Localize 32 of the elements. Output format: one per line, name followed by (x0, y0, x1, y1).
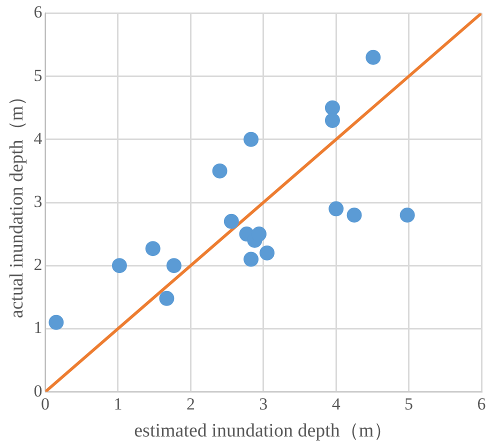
y-tick-label: 3 (34, 192, 42, 211)
x-tick-label: 4 (332, 394, 341, 414)
point (324, 100, 340, 116)
x-tick-label: 2 (186, 394, 195, 414)
x-tick-label: 5 (404, 394, 414, 414)
point (212, 163, 228, 178)
y-tick-label: 6 (34, 2, 42, 22)
point (260, 245, 275, 260)
point (366, 50, 381, 65)
point (328, 201, 344, 216)
y-tick-label: 5 (34, 66, 42, 85)
point (112, 258, 127, 274)
x-tick-label: 3 (259, 394, 268, 414)
x-axis-title: estimated inundation depth（m） (134, 420, 393, 442)
point (252, 226, 267, 242)
y-tick-label: 4 (34, 128, 43, 148)
point (159, 290, 174, 306)
y-axis-title: actual inundation depth（m） (6, 86, 28, 318)
point (166, 258, 182, 274)
point (400, 208, 415, 223)
point (244, 252, 259, 267)
point (346, 208, 362, 223)
point (145, 241, 160, 256)
y-tick-label: 0 (34, 381, 42, 400)
point (224, 214, 239, 229)
point (324, 112, 340, 128)
point (48, 314, 64, 330)
x-tick-label: 1 (114, 394, 122, 414)
x-tick-label: 6 (477, 394, 486, 414)
y-tick-label: 2 (34, 255, 42, 274)
y-tick-label: 1 (34, 318, 42, 338)
point (244, 132, 259, 147)
